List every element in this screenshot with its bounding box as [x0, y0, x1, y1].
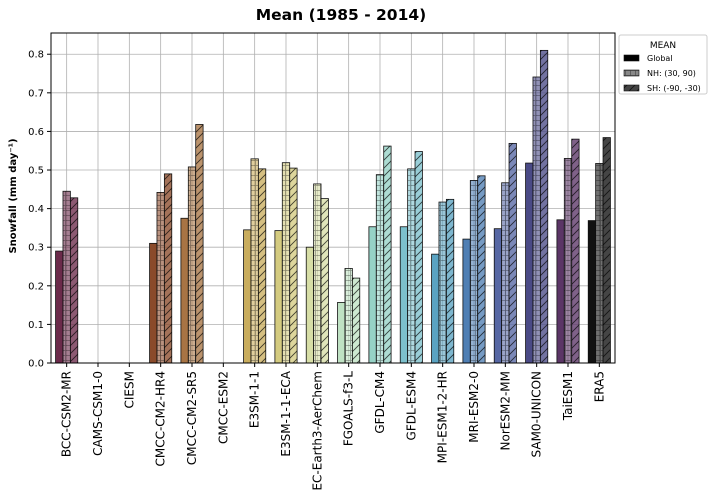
bar	[274, 230, 283, 364]
x-tick-label: CMCC-CM2-HR4	[154, 371, 168, 467]
y-tick-label: 0.2	[28, 281, 44, 292]
legend-title: MEAN	[650, 41, 676, 51]
bar	[375, 174, 385, 364]
x-tick-label: CMCC-ESM2	[216, 371, 230, 444]
bar	[281, 162, 291, 364]
y-tick-label: 0.5	[28, 166, 44, 177]
x-tick-label: SAM0-UNICON	[530, 371, 544, 457]
bar	[368, 226, 377, 364]
y-tick-label: 0.7	[28, 88, 44, 99]
bar	[243, 229, 252, 364]
bar	[149, 242, 158, 364]
bar	[257, 168, 267, 364]
legend-label: SH: (-90, -30)	[647, 84, 701, 93]
bar	[337, 302, 346, 364]
x-tick-label: CMCC-CM2-SR5	[185, 371, 199, 465]
bar	[556, 219, 565, 364]
bar	[69, 197, 79, 364]
bar	[595, 163, 604, 364]
bar	[383, 145, 392, 364]
x-tick-label: MRI-ESM2-0	[467, 371, 481, 443]
bar	[313, 183, 322, 364]
y-tick-label: 0.4	[28, 204, 44, 215]
x-tick-label: TaiESM1	[561, 371, 575, 421]
bar	[539, 49, 549, 364]
x-tick-label: CAMS-CSM1-0	[91, 371, 105, 456]
bar	[469, 180, 479, 364]
bar	[462, 238, 471, 364]
x-tick-label: EC-Earth3-AerChem	[310, 371, 324, 491]
bar	[587, 220, 597, 364]
legend-swatch	[623, 54, 640, 62]
bar	[180, 217, 189, 364]
bar	[602, 137, 611, 364]
bar	[320, 198, 329, 364]
bars	[55, 49, 611, 364]
legend: MEAN Global NH: (30, 90) SH: (-90, -30)	[618, 34, 708, 95]
y-tick-label: 0.1	[28, 320, 44, 331]
bar	[445, 198, 455, 364]
bar	[163, 173, 173, 364]
x-tick-label: GFDL-CM4	[373, 371, 387, 434]
legend-label: NH: (30, 90)	[647, 69, 696, 78]
bar	[525, 162, 534, 364]
x-tick-label: GFDL-ESM4	[404, 371, 418, 440]
bar	[250, 158, 259, 364]
bar	[501, 182, 510, 364]
y-tick-label: 0.6	[28, 127, 44, 138]
bar	[407, 168, 416, 364]
y-tick-label: 0.0	[28, 359, 44, 370]
bar	[477, 175, 486, 364]
bar	[187, 166, 197, 364]
x-tick-label: CIESM	[122, 371, 136, 408]
bar	[156, 192, 165, 364]
bar	[563, 158, 573, 364]
bar	[195, 124, 204, 364]
x-tick-label: E3SM-1-1	[248, 371, 262, 428]
bar	[55, 250, 64, 364]
bar	[571, 138, 580, 364]
x-tick-label: E3SM-1-1-ECA	[279, 370, 293, 456]
bar	[399, 226, 409, 364]
legend-box	[618, 34, 708, 95]
y-tick-label: 0.3	[28, 243, 44, 254]
bar	[344, 268, 353, 364]
bar	[493, 228, 503, 364]
bar	[431, 253, 440, 364]
bar	[414, 151, 423, 364]
x-tick-label: BCC-CSM2-MR	[60, 371, 74, 457]
y-tick-label: 0.8	[28, 50, 44, 61]
plot-frame	[50, 32, 616, 364]
bar	[289, 167, 298, 364]
legend-label: Global	[647, 54, 673, 63]
bar	[438, 201, 447, 364]
bar	[62, 190, 71, 364]
bar	[508, 142, 517, 364]
x-tick-label: MPI-ESM1-2-HR	[436, 371, 450, 463]
bar	[532, 76, 541, 364]
x-tick-label: FGOALS-f3-L	[342, 371, 356, 446]
axes: 0.0 0.1 0.2 0.3 0.4 0.5 0.6 0.7 0.8 BCC-CSM2-MR CA…	[28, 32, 616, 491]
chart-title: Mean (1985 - 2014)	[256, 6, 427, 24]
bar	[351, 277, 361, 364]
x-tick-label: ERA5	[592, 371, 606, 402]
x-tick-label: NorESM2-MM	[498, 371, 512, 450]
bar	[305, 246, 315, 364]
y-axis-label: Snowfall (mm day⁻¹)	[8, 138, 19, 253]
